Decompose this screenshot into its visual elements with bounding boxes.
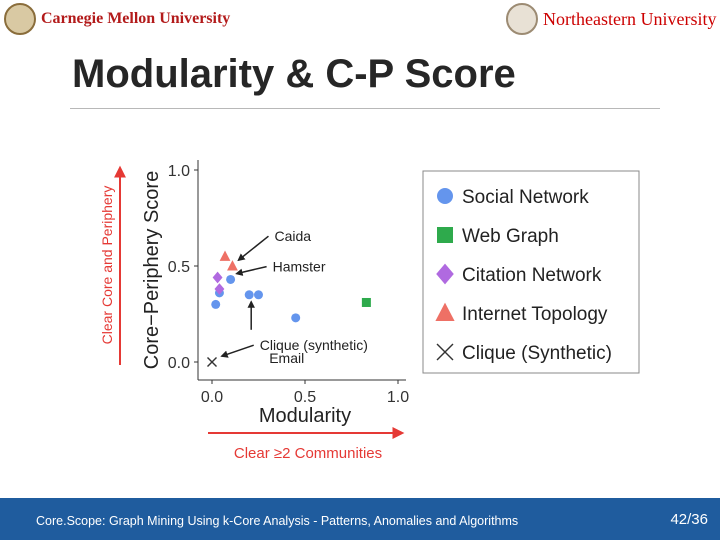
- neu-logo: Northeastern University: [506, 2, 716, 36]
- y-axis-label: Core−Periphery Score: [141, 171, 163, 369]
- annotation-arrow: [235, 265, 267, 276]
- y-tick-label: 0.0: [168, 355, 190, 372]
- data-point-circle: [254, 290, 263, 300]
- page-number: 42/36: [670, 511, 708, 528]
- cmu-seal-icon: [4, 3, 36, 35]
- slide-title: Modularity & C-P Score: [72, 52, 516, 96]
- x-marker-stroke: [436, 343, 454, 361]
- annotation-arrow: [220, 344, 254, 358]
- annotation-label: Hamster: [273, 259, 326, 275]
- data-point-triangle: [219, 250, 231, 261]
- legend-marker-circle: [437, 188, 453, 204]
- legend-label: Social Network: [462, 187, 589, 208]
- x-tick-label: 0.5: [294, 389, 316, 406]
- data-point-circle: [244, 290, 254, 300]
- title-divider: [70, 108, 660, 109]
- neu-logo-text: Northeastern University: [543, 8, 717, 29]
- x-axis-label: Modularity: [259, 405, 351, 427]
- annotation-arrow: [237, 235, 269, 262]
- legend-box: [422, 170, 640, 374]
- legend-marker-x: [436, 343, 454, 361]
- cmu-logo-text: Carnegie Mellon University: [41, 10, 231, 27]
- legend-marker-triangle: [435, 302, 455, 321]
- y-arrow-label: Clear Core and Periphery: [99, 186, 115, 345]
- legend-label: Clique (Synthetic): [462, 343, 612, 364]
- data-point-x: [207, 357, 217, 367]
- data-point-triangle: [227, 260, 238, 271]
- scatter-chart: 0.0 0.0 0.5 0.5 1.0 1.0 Modularity Core−Periphe…: [99, 160, 640, 462]
- cmu-logo: Carnegie Mellon University: [4, 2, 230, 36]
- legend-marker-square: [437, 227, 453, 243]
- y-tick-label: 1.0: [168, 163, 190, 180]
- data-point-circle: [226, 274, 236, 284]
- x-arrow-label: Clear ≥2 Communities: [234, 445, 382, 462]
- x-tick-label: 1.0: [387, 389, 409, 406]
- data-point-diamond: [212, 271, 223, 284]
- footer-text: Core.Scope: Graph Mining Using k-Core An…: [36, 514, 519, 528]
- y-tick-label: 0.5: [168, 259, 190, 276]
- annotation-label: Email: [269, 350, 304, 366]
- data-point-circle: [211, 299, 221, 309]
- legend-label: Web Graph: [462, 226, 559, 247]
- data-point-square: [361, 297, 371, 307]
- annotation-label: Clique (synthetic): [260, 337, 368, 353]
- legend-label: Internet Topology: [462, 304, 608, 325]
- neu-seal-icon: [506, 3, 538, 35]
- legend-label: Citation Network: [462, 265, 602, 286]
- footer-bar: Core.Scope: Graph Mining Using k-Core An…: [0, 498, 720, 540]
- x-marker-stroke: [207, 357, 217, 367]
- annotation-label: Caida: [274, 228, 311, 244]
- data-point-circle: [291, 313, 301, 323]
- x-tick-label: 0.0: [201, 389, 223, 406]
